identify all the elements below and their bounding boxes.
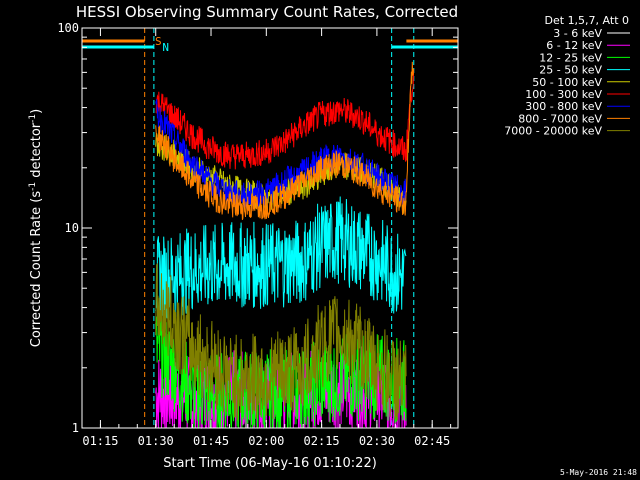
x-tick-label: 01:30 <box>138 434 174 448</box>
legend-label: 6 - 12 keV <box>546 39 602 52</box>
series-line-7 <box>155 61 415 221</box>
series-line-8 <box>155 262 407 421</box>
legend-label: 50 - 100 keV <box>532 76 602 89</box>
x-tick-label: 02:15 <box>304 434 340 448</box>
sun-night-bars <box>82 39 458 49</box>
x-tick-label: 01:45 <box>193 434 229 448</box>
legend-label: 800 - 7000 keV <box>518 112 602 125</box>
x-tick-label: 02:30 <box>359 434 395 448</box>
legend-label: 12 - 25 keV <box>539 51 602 64</box>
x-tick-label: 02:00 <box>248 434 284 448</box>
x-tick-label: 02:45 <box>414 434 450 448</box>
marker-label-s: S <box>155 35 162 48</box>
generation-timestamp: 5-May-2016 21:48 <box>560 468 637 477</box>
y-axis-title: Corrected Count Rate (s-1 detector-1) <box>28 109 44 347</box>
y-tick-label: 10 <box>65 221 79 235</box>
y-tick-label: 100 <box>57 21 79 35</box>
series-line-5 <box>155 69 415 170</box>
series-line-3 <box>155 196 407 322</box>
series-group <box>155 61 415 430</box>
legend-label: 25 - 50 keV <box>539 64 602 77</box>
x-tick-label: 01:15 <box>82 434 118 448</box>
legend-label: 100 - 300 keV <box>525 88 602 101</box>
chart-title: HESSI Observing Summary Count Rates, Cor… <box>76 3 458 21</box>
legend-title: Det 1,5,7, Att 0 <box>545 14 629 27</box>
legend-label: 300 - 800 keV <box>525 100 602 113</box>
legend-label: 3 - 6 keV <box>553 27 602 40</box>
legend-label: 7000 - 20000 keV <box>504 125 602 138</box>
y-tick-label: 1 <box>72 421 79 435</box>
x-axis-title: Start Time (06-May-16 01:10:22) <box>163 456 377 471</box>
y-axis: 1 10 100 <box>57 21 458 435</box>
x-axis: 01:15 01:30 01:45 02:00 02:15 02:30 02:45 <box>81 28 452 448</box>
marker-label-n: N <box>162 41 169 54</box>
